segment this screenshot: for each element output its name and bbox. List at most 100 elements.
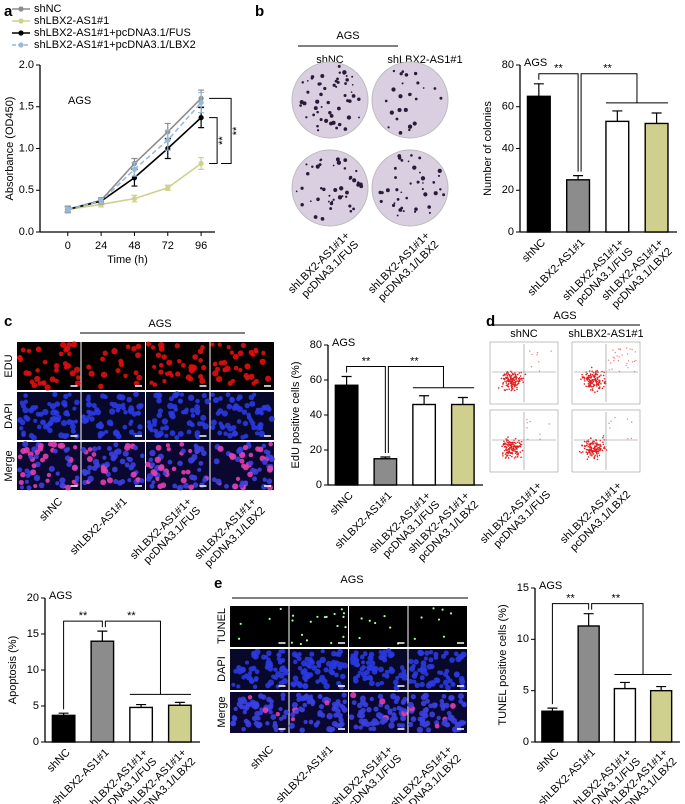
event: [595, 443, 598, 446]
y-tick-label: 80: [502, 59, 514, 71]
cell: [408, 658, 414, 665]
colony: [329, 114, 334, 118]
event: [510, 381, 513, 383]
cell: [40, 419, 46, 426]
event: [503, 440, 505, 443]
event: [599, 449, 602, 451]
cell: [371, 726, 377, 732]
column-label: shNC: [510, 328, 538, 340]
row-label: EDU: [3, 354, 15, 377]
cell: [248, 460, 254, 466]
colony: [413, 71, 418, 76]
y-tick-label: 40: [310, 409, 322, 421]
legend-marker: [18, 42, 24, 48]
bar: [412, 403, 437, 486]
cell: [237, 350, 244, 357]
colony: [410, 154, 413, 157]
column-label: shLBX2-AS1#1+pcDNA3.1/FUS: [128, 496, 203, 571]
y-axis-label: Apoptosis (%): [7, 636, 19, 704]
cell: [92, 458, 100, 466]
event: [515, 447, 518, 449]
cell: [366, 706, 372, 713]
event: [514, 437, 517, 440]
event: [521, 379, 523, 381]
sig-bracket: [63, 620, 103, 710]
cell: [20, 471, 26, 478]
legend-marker: [18, 6, 24, 12]
event: [627, 367, 629, 369]
cell: [91, 402, 97, 409]
cell: [119, 458, 126, 465]
event: [597, 448, 599, 451]
cell: [186, 429, 192, 435]
cell: [254, 710, 261, 717]
cell: [202, 423, 209, 430]
cell: [387, 710, 393, 715]
event: [633, 360, 636, 363]
event: [517, 445, 520, 448]
cell: [16, 354, 23, 361]
event: [631, 361, 634, 363]
cell: [195, 410, 200, 416]
plate: [291, 61, 369, 139]
cell: [231, 405, 238, 411]
cell: [149, 449, 156, 457]
column-label: shNC: [248, 744, 276, 772]
row-label: DAPI: [3, 403, 15, 429]
cell: [133, 370, 139, 376]
cell: [253, 378, 259, 385]
event: [501, 385, 503, 388]
cell: [100, 479, 107, 486]
event: [592, 383, 595, 386]
event: [586, 372, 588, 375]
colony: [322, 218, 325, 221]
cell: [371, 666, 376, 671]
colony: [379, 199, 383, 203]
cell: [361, 660, 366, 665]
cell: [74, 380, 81, 387]
cell: [445, 675, 451, 680]
cell: [152, 382, 158, 387]
cell: [106, 446, 112, 451]
cell: [290, 712, 296, 718]
colony: [414, 97, 418, 101]
event: [500, 377, 503, 380]
cell: [408, 721, 414, 728]
cell: [235, 476, 241, 482]
colony: [442, 193, 446, 197]
colony: [328, 194, 331, 197]
micrograph: [230, 606, 289, 647]
cell: [375, 681, 381, 687]
cell: [265, 682, 271, 689]
cell: [359, 695, 366, 702]
cell: [423, 656, 428, 661]
colony: [437, 174, 441, 177]
cell: [378, 666, 384, 673]
event: [589, 454, 591, 456]
cell: [33, 418, 38, 423]
cell: [239, 480, 245, 486]
cell: [28, 432, 35, 439]
event: [585, 385, 587, 388]
bar: [649, 689, 673, 743]
cell: [259, 358, 266, 365]
cell: [218, 421, 223, 426]
event: [512, 449, 515, 452]
cell: [58, 432, 65, 439]
event: [592, 440, 594, 443]
cell: [151, 418, 158, 424]
cell: [58, 442, 66, 449]
cell: [303, 719, 308, 725]
cell: [91, 452, 97, 457]
cell: [192, 354, 198, 360]
event: [511, 385, 514, 388]
cell: [329, 669, 336, 676]
cell: [62, 403, 68, 408]
cell: [297, 666, 303, 671]
cell: [255, 446, 261, 452]
event: [588, 451, 590, 454]
cell: [106, 477, 113, 484]
cell: [262, 707, 269, 714]
bar: [613, 687, 637, 743]
cell: [231, 424, 237, 431]
